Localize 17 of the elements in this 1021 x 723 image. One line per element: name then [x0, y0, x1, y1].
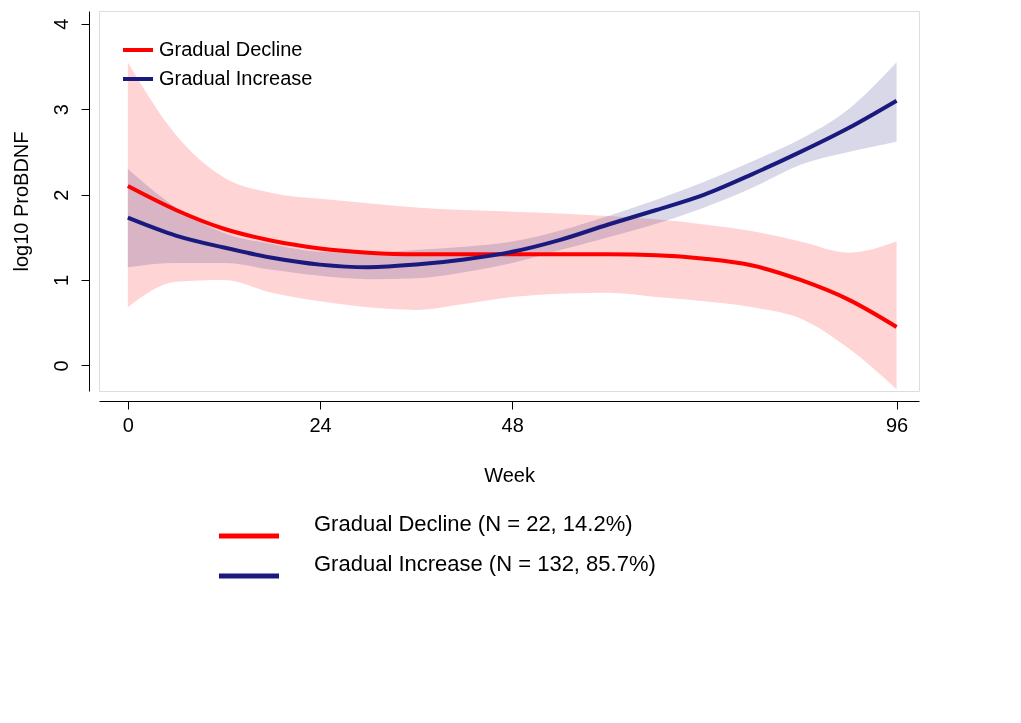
line-series — [125, 184, 899, 329]
x-tick-label: 48 — [501, 413, 524, 436]
legend-label: Gradual Increase — [159, 67, 313, 89]
legend-label: Gradual Decline — [159, 38, 303, 60]
y-tick-label: 0 — [49, 360, 72, 372]
y-tick-label: 2 — [49, 189, 72, 201]
y-tick-label: 1 — [49, 274, 72, 287]
x-tick-label: 0 — [122, 413, 134, 436]
y-tick-label: 4 — [49, 18, 72, 30]
text: Gradual Decline (N = 22, 14.2%) — [314, 511, 633, 536]
y-axis-title: log10 ProBDNF — [9, 131, 32, 272]
text: Gradual Increase (N = 132, 85.7%) — [314, 551, 656, 576]
x-tick-label: 96 — [885, 413, 909, 436]
y-tick-label: 3 — [49, 104, 72, 116]
x-tick-label: 24 — [309, 413, 332, 436]
x-axis-title: Week — [484, 463, 536, 486]
line-series — [125, 98, 899, 270]
